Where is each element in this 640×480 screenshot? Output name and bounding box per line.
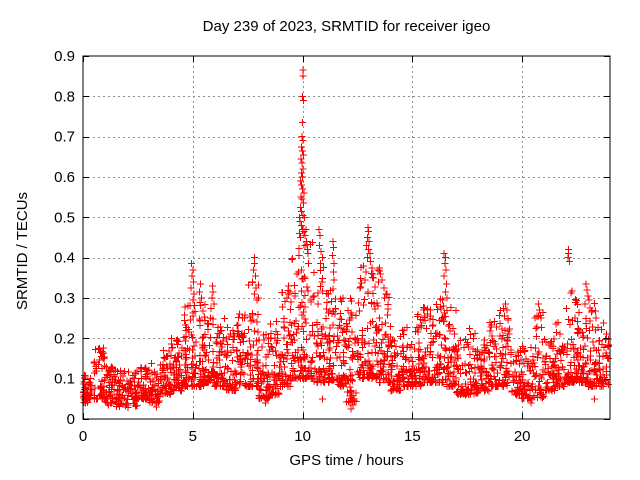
plot-border bbox=[82, 55, 611, 420]
y-tick-label: 0.7 bbox=[54, 129, 75, 146]
x-tick-label: 0 bbox=[79, 428, 87, 445]
y-tick-label: 0.2 bbox=[54, 330, 75, 347]
scatter-points bbox=[80, 66, 612, 413]
x-axis-label: GPS time / hours bbox=[289, 452, 404, 469]
y-tick-label: 0.6 bbox=[54, 169, 75, 186]
y-tick-label: 0 bbox=[67, 411, 75, 428]
y-tick-label: 0.3 bbox=[54, 290, 75, 307]
x-tick-label: 10 bbox=[294, 428, 311, 445]
x-tick-label: 15 bbox=[404, 428, 421, 445]
y-tick-label: 0.9 bbox=[54, 48, 75, 65]
x-tick-label: 5 bbox=[189, 428, 197, 445]
y-tick-label: 0.4 bbox=[54, 250, 75, 267]
x-tick-label: 20 bbox=[514, 428, 531, 445]
y-tick-label: 0.1 bbox=[54, 371, 75, 388]
chart-title: Day 239 of 2023, SRMTID for receiver ige… bbox=[202, 18, 491, 35]
y-tick-label: 0.5 bbox=[54, 209, 75, 226]
y-tick-label: 0.8 bbox=[54, 88, 75, 105]
